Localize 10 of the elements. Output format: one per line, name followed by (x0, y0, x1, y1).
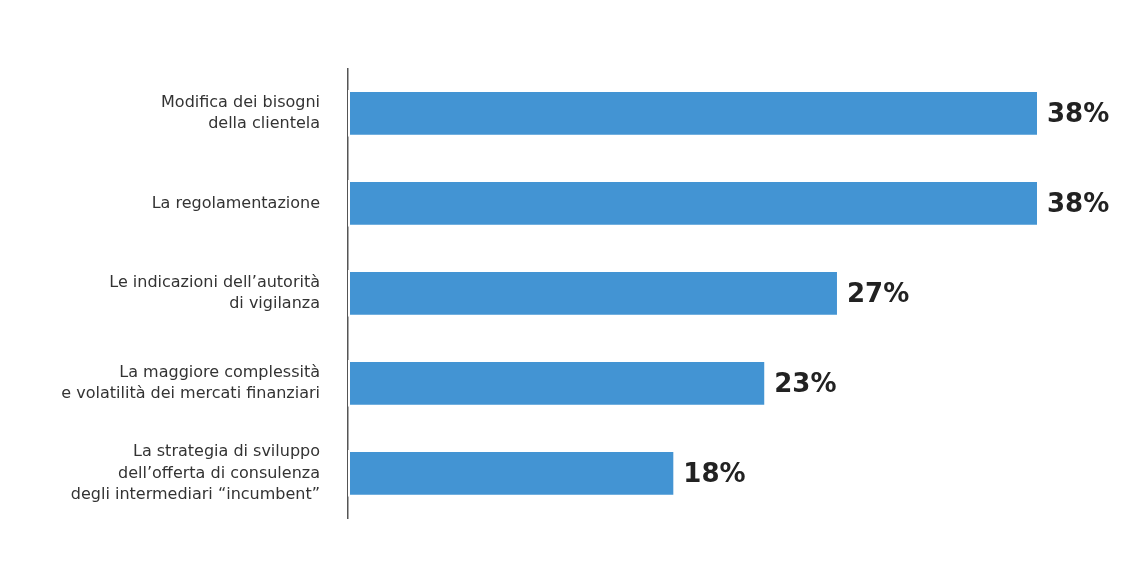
y-tick-label: La regolamentazione (151, 192, 320, 212)
y-tick-label: La strategia di sviluppo dell’offerta di consulenza degli intermediari “incumbent” (70, 440, 320, 504)
data-label: 23% (774, 368, 837, 399)
data-label: 18% (683, 458, 746, 489)
data-label: 38% (1047, 98, 1110, 129)
data-label: 27% (846, 278, 910, 309)
y-tick-label: Modifica dei bisogni della clientela (161, 91, 320, 133)
y-tick-label: Le indicazioni dell’autorità di vigilanza (109, 271, 320, 313)
data-label: 38% (1047, 188, 1110, 219)
y-tick-label: La maggiore complessità e volatilità dei mercati finanziari (61, 361, 320, 403)
